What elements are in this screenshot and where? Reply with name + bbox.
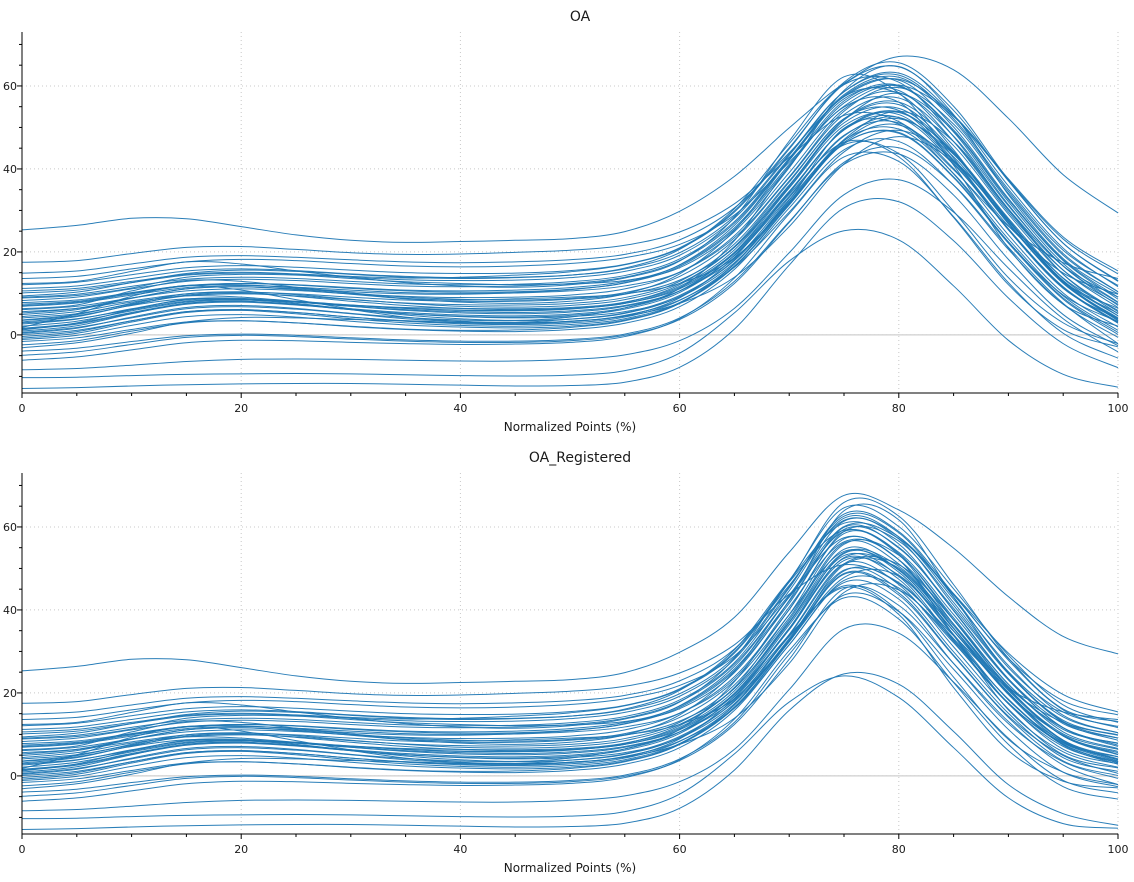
- oa-series-line-23: [21, 151, 1119, 352]
- oa-registered-series-line-23: [21, 592, 1119, 793]
- oa-registered-series-line-17: [21, 555, 1119, 766]
- oa-y-tick-label-40: 40: [3, 163, 17, 176]
- oa-series-line-25: [21, 116, 1119, 327]
- oa-registered-y-tick-label-0: 0: [10, 770, 17, 783]
- oa-x-tick-label-100: 100: [1108, 402, 1129, 415]
- oa-registered-series-line-50: [21, 504, 1119, 727]
- oa-registered-y-tick-label-40: 40: [3, 604, 17, 617]
- oa-series-line-11: [21, 140, 1119, 345]
- oa-x-tick-label-80: 80: [892, 402, 906, 415]
- oa-x-tick-label-0: 0: [19, 402, 26, 415]
- oa-registered-series-line-9: [21, 492, 1119, 684]
- oa-registered-series-line-40: [21, 585, 1119, 797]
- oa-series-line-39: [21, 96, 1119, 314]
- oa-registered-series-line-49: [21, 567, 1119, 779]
- oa-registered-series-line-16: [21, 497, 1119, 733]
- oa-registered-series-line-30: [21, 512, 1119, 730]
- oa-series-line-8: [21, 228, 1119, 388]
- oa-series-line-10: [21, 102, 1119, 318]
- oa-registered-x-tick-label-80: 80: [892, 843, 906, 856]
- oa-registered-x-tick-label-0: 0: [19, 843, 26, 856]
- oa-registered-series-line-39: [21, 535, 1119, 755]
- oa-registered-series-line-36: [21, 517, 1119, 742]
- oa-series-line-41: [21, 71, 1119, 294]
- oa-registered-series-line-44: [21, 546, 1119, 762]
- oa-registered-series-line-34: [21, 540, 1119, 760]
- oa-series-line-48: [21, 84, 1119, 305]
- oa-x-axis-label: Normalized Points (%): [504, 420, 637, 434]
- oa-series-line-16: [21, 61, 1119, 292]
- oa-series-line-33: [21, 111, 1119, 329]
- chart-panel-oa: OA 0 20 40 60 80 100 0 20 40 60 Normalized Points (…: [3, 9, 1129, 434]
- oa-registered-series-line-18: [21, 671, 1119, 830]
- oa-series-line-3: [21, 117, 1119, 310]
- oa-registered-series-line-41: [21, 510, 1119, 735]
- oa-registered-series-line-38: [21, 517, 1119, 715]
- oa-title: OA: [570, 9, 591, 25]
- oa-chart: OA 0 20 40 60 80 100 0 20 40 60 Normalized Points (…: [3, 9, 1129, 434]
- oa-y-tick-label-60: 60: [3, 80, 17, 93]
- oa-registered-series-line-42: [21, 561, 1119, 775]
- oa-series-line-9: [21, 55, 1119, 243]
- oa-series-line-36: [21, 78, 1119, 301]
- oa-registered-x-tick-label-100: 100: [1108, 843, 1129, 856]
- oa-registered-series-line-27: [21, 526, 1119, 747]
- oa-registered-title: OA_Registered: [529, 450, 631, 466]
- oa-registered-gridlines: [22, 473, 1119, 834]
- oa-registered-series-line-45: [21, 571, 1119, 781]
- oa-registered-chart: OA_Registered 0 20 40 60 80 100 0 20 40 60 Normaliz…: [3, 450, 1129, 875]
- oa-registered-x-tick-label-60: 60: [673, 843, 687, 856]
- oa-series-line-18: [21, 197, 1119, 389]
- oa-series-line-44: [21, 106, 1119, 321]
- oa-registered-series-line-31: [21, 570, 1119, 780]
- oa-x-tick-label-20: 20: [234, 402, 248, 415]
- oa-x-tick-label-60: 60: [673, 402, 687, 415]
- oa-series-line-40: [21, 146, 1119, 356]
- oa-series-line-38: [21, 78, 1119, 274]
- oa-registered-series-line-24: [21, 521, 1119, 739]
- oa-series-line-43: [21, 90, 1119, 311]
- oa-series-line-15: [21, 151, 1119, 361]
- oa-series-line-30: [21, 73, 1119, 289]
- oa-registered-series-line-5: [21, 503, 1119, 740]
- chart-panel-oa-registered: OA_Registered 0 20 40 60 80 100 0 20 40 60 Normaliz…: [0, 441, 1134, 882]
- oa-series-line-34: [21, 100, 1119, 319]
- oa-registered-series-line-21: [21, 522, 1119, 720]
- oa-registered-series-line-33: [21, 552, 1119, 770]
- oa-registered-series-line-12: [21, 564, 1119, 720]
- oa-registered-x-tick-label-40: 40: [453, 843, 467, 856]
- oa-series-line-46: [21, 75, 1119, 298]
- oa-series-line-45: [21, 130, 1119, 340]
- oa-series-line-12: [21, 111, 1119, 279]
- oa-registered-series-line-43: [21, 530, 1119, 752]
- oa-registered-y-tick-label-20: 20: [3, 687, 17, 700]
- oa-registered-series-line-2: [21, 538, 1119, 769]
- oa-series-line-50: [21, 65, 1119, 286]
- oa-registered-series-line-47: [21, 555, 1119, 771]
- oa-registered-series-line-10: [21, 548, 1119, 759]
- oa-registered-series-line-46: [21, 514, 1119, 739]
- oa-series-line-31: [21, 129, 1119, 339]
- oa-registered-series-line-48: [21, 524, 1119, 746]
- oa-series-line-47: [21, 114, 1119, 330]
- oa-series-group: [21, 55, 1119, 389]
- oa-registered-series-line-26: [21, 623, 1119, 812]
- oa-series-line-42: [21, 120, 1119, 334]
- oa-registered-series-line-3: [21, 557, 1119, 751]
- oa-series-line-26: [21, 178, 1119, 371]
- oa-y-tick-label-0: 0: [10, 329, 17, 342]
- oa-registered-series-group: [21, 492, 1119, 830]
- oa-series-line-7: [21, 73, 1119, 295]
- oa-registered-x-axis-label: Normalized Points (%): [504, 861, 637, 875]
- oa-y-tick-label-20: 20: [3, 246, 17, 259]
- oa-registered-x-tick-label-20: 20: [234, 843, 248, 856]
- oa-series-line-5: [21, 65, 1119, 299]
- oa-series-line-21: [21, 84, 1119, 279]
- oa-series-line-49: [21, 126, 1119, 338]
- oa-registered-y-tick-label-60: 60: [3, 521, 17, 534]
- oa-registered-series-line-8: [21, 675, 1119, 829]
- oa-x-tick-label-40: 40: [453, 402, 467, 415]
